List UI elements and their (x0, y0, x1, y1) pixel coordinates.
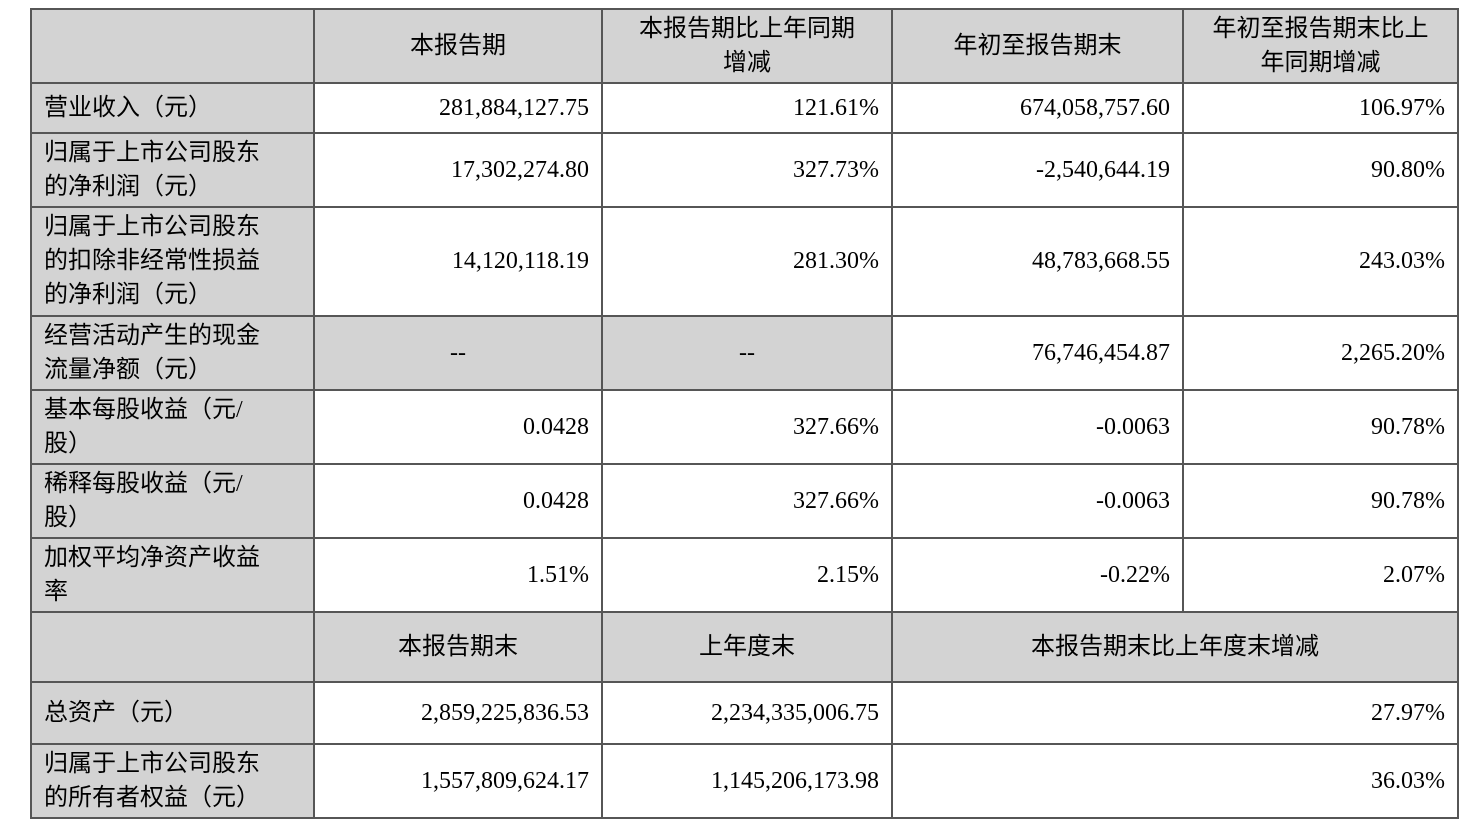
cell-value: 0.0428 (313, 388, 603, 465)
cell-value: 17,302,274.80 (313, 132, 603, 209)
cell-value: 106.97% (1182, 82, 1459, 135)
cell-value: 674,058,757.60 (891, 82, 1184, 135)
cell-value: -0.0063 (891, 388, 1184, 465)
row-label: 经营活动产生的现金 流量净额（元） (30, 314, 315, 391)
table-row-net-profit-excl-nonrecurring: 归属于上市公司股东 的扣除非经常性损益 的净利润（元） 14,120,118.1… (30, 206, 1459, 317)
row-label: 加权平均净资产收益 率 (30, 537, 315, 614)
cell-value: 1,557,809,624.17 (313, 743, 603, 819)
cell-value: 14,120,118.19 (313, 206, 603, 317)
cell-value: 90.78% (1182, 462, 1459, 540)
cell-value: 2.07% (1182, 537, 1459, 614)
empty-corner-cell (30, 611, 315, 684)
table-row-basic-eps: 基本每股收益（元/ 股） 0.0428 327.66% -0.0063 90.7… (30, 388, 1459, 465)
table-row-operating-cash-flow: 经营活动产生的现金 流量净额（元） -- -- 76,746,454.87 2,… (30, 314, 1459, 391)
cell-value-na: -- (601, 314, 893, 391)
column-header-change-vs-prior-year-end: 本报告期末比上年度末增减 (891, 611, 1459, 684)
cell-value: 1,145,206,173.98 (601, 743, 893, 819)
cell-value: 281,884,127.75 (313, 82, 603, 135)
cell-value: -2,540,644.19 (891, 132, 1184, 209)
cell-value: 0.0428 (313, 462, 603, 540)
header-row-period: 本报告期 本报告期比上年同期 增减 年初至报告期末 年初至报告期末比上 年同期增… (30, 7, 1459, 85)
row-label: 归属于上市公司股东 的净利润（元） (30, 132, 315, 209)
cell-value: 2.15% (601, 537, 893, 614)
table-row-total-assets: 总资产（元） 2,859,225,836.53 2,234,335,006.75… (30, 681, 1459, 746)
cell-value: 36.03% (891, 743, 1459, 819)
cell-value: 90.80% (1182, 132, 1459, 209)
table-row-owners-equity: 归属于上市公司股东 的所有者权益（元） 1,557,809,624.17 1,1… (30, 743, 1459, 819)
cell-value: 90.78% (1182, 388, 1459, 465)
table-row-diluted-eps: 稀释每股收益（元/ 股） 0.0428 327.66% -0.0063 90.7… (30, 462, 1459, 540)
column-header-current-period: 本报告期 (313, 7, 603, 85)
cell-value: 281.30% (601, 206, 893, 317)
cell-value: 27.97% (891, 681, 1459, 746)
column-header-ytd: 年初至报告期末 (891, 7, 1184, 85)
cell-value: 121.61% (601, 82, 893, 135)
row-label: 稀释每股收益（元/ 股） (30, 462, 315, 540)
cell-value-na: -- (313, 314, 603, 391)
cell-value: 1.51% (313, 537, 603, 614)
cell-value: 2,234,335,006.75 (601, 681, 893, 746)
cell-value: 2,859,225,836.53 (313, 681, 603, 746)
table-row-revenue: 营业收入（元） 281,884,127.75 121.61% 674,058,7… (30, 82, 1459, 135)
header-row-period-end: 本报告期末 上年度末 本报告期末比上年度末增减 (30, 611, 1459, 684)
row-label: 归属于上市公司股东 的所有者权益（元） (30, 743, 315, 819)
column-header-prior-year-end: 上年度末 (601, 611, 893, 684)
cell-value: -0.0063 (891, 462, 1184, 540)
row-label: 基本每股收益（元/ 股） (30, 388, 315, 465)
cell-value: 243.03% (1182, 206, 1459, 317)
cell-value: 327.66% (601, 462, 893, 540)
row-label: 总资产（元） (30, 681, 315, 746)
cell-value: 327.66% (601, 388, 893, 465)
financial-summary-table: 本报告期 本报告期比上年同期 增减 年初至报告期末 年初至报告期末比上 年同期增… (30, 7, 1459, 819)
row-label: 营业收入（元） (30, 82, 315, 135)
cell-value: 2,265.20% (1182, 314, 1459, 391)
column-header-period-end: 本报告期末 (313, 611, 603, 684)
cell-value: 48,783,668.55 (891, 206, 1184, 317)
table-row-weighted-roe: 加权平均净资产收益 率 1.51% 2.15% -0.22% 2.07% (30, 537, 1459, 614)
row-label: 归属于上市公司股东 的扣除非经常性损益 的净利润（元） (30, 206, 315, 317)
column-header-yoy-change: 本报告期比上年同期 增减 (601, 7, 893, 85)
cell-value: 76,746,454.87 (891, 314, 1184, 391)
column-header-ytd-yoy-change: 年初至报告期末比上 年同期增减 (1182, 7, 1459, 85)
empty-corner-cell (30, 7, 315, 85)
cell-value: 327.73% (601, 132, 893, 209)
table-row-net-profit: 归属于上市公司股东 的净利润（元） 17,302,274.80 327.73% … (30, 132, 1459, 209)
cell-value: -0.22% (891, 537, 1184, 614)
